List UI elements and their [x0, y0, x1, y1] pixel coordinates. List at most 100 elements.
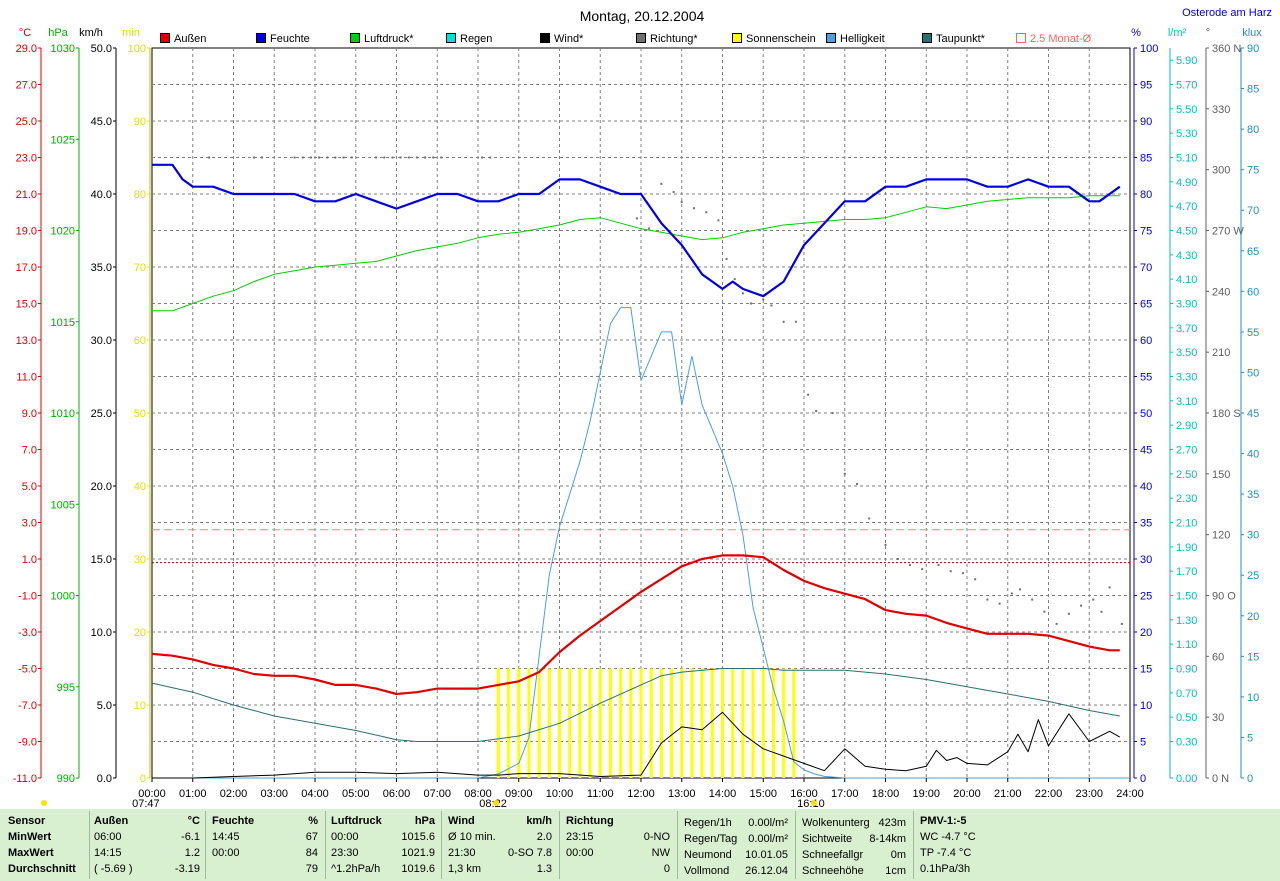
- temp-tick-label: 5.0: [22, 481, 37, 493]
- stats-wind-header: Wind: [448, 815, 475, 827]
- richtung-point: [770, 304, 773, 307]
- lm2-tick-label: 2.30: [1176, 493, 1197, 505]
- temp-tick-label: -9.0: [18, 737, 37, 749]
- stats-label: Vollmond: [684, 865, 730, 877]
- klux-tick-label: 10: [1247, 692, 1259, 704]
- pct-tick-label: 15: [1140, 664, 1152, 676]
- temp-tick-label: -1.0: [18, 591, 37, 603]
- stats-value: 0-SO 7.8: [507, 847, 552, 859]
- stats-value: 1019.6: [401, 863, 435, 875]
- lm2-tick-label: 4.10: [1176, 274, 1197, 286]
- lm2-tick-label: 5.70: [1176, 80, 1197, 92]
- sunshine-bar: [639, 668, 643, 778]
- lm2-tick-label: 1.50: [1176, 591, 1197, 603]
- richtung-point: [399, 156, 402, 159]
- richtung-point: [424, 156, 427, 159]
- richtung-point: [334, 156, 337, 159]
- stats-aussen-unit: °C: [187, 815, 200, 827]
- lm2-tick-label: 4.50: [1176, 226, 1197, 238]
- lm2-tick-label: 4.30: [1176, 250, 1197, 262]
- sun-marker: [41, 800, 47, 806]
- kmh-tick-label: 5.0: [97, 700, 112, 712]
- legend-swatch: [922, 33, 932, 43]
- x-tick-label: 12:00: [627, 788, 655, 800]
- stats-value: 0.00l/m²: [748, 833, 788, 845]
- sunshine-bar: [721, 668, 724, 778]
- stats-value: 0.00l/m²: [748, 817, 788, 829]
- deg-tick-label: 0 N: [1212, 773, 1229, 785]
- richtung-point: [326, 156, 329, 159]
- pct-tick-label: 50: [1140, 408, 1152, 420]
- x-tick-label: 18:00: [872, 788, 900, 800]
- temp-tick-label: -5.0: [18, 664, 37, 676]
- stats-time: 14:45: [212, 831, 240, 843]
- temp-tick-label: 7.0: [22, 445, 37, 457]
- richtung-point: [342, 156, 345, 159]
- hpa-tick-label: 1015: [51, 317, 75, 329]
- legend-swatch: [732, 33, 742, 43]
- klux-tick-label: 80: [1247, 124, 1259, 136]
- richtung-point: [672, 190, 675, 193]
- stats-value: 1021.9: [401, 847, 435, 859]
- richtung-point: [489, 156, 492, 159]
- legend-label: Helligkeit: [840, 33, 885, 45]
- temp-tick-label: -7.0: [18, 700, 37, 712]
- min-unit-label: min: [122, 27, 140, 39]
- stats-value: TP -7.4 °C: [920, 847, 972, 859]
- sunshine-bar: [527, 668, 531, 778]
- klux-tick-label: 20: [1247, 611, 1259, 623]
- legend-label: Luftdruck*: [364, 33, 414, 45]
- x-tick-label: 00:00: [138, 788, 166, 800]
- richtung-point: [974, 578, 977, 581]
- sunshine-bar: [649, 668, 653, 778]
- min-tick-label: 100: [128, 43, 146, 55]
- deg-tick-label: 240: [1212, 286, 1230, 298]
- richtung-point: [309, 156, 312, 159]
- stats-value: 1015.6: [401, 831, 435, 843]
- temp-tick-label: 13.0: [16, 335, 37, 347]
- klux-unit-label: klux: [1242, 27, 1262, 39]
- x-tick-label: 15:00: [749, 788, 777, 800]
- x-tick-label: 13:00: [668, 788, 696, 800]
- stats-richtung-header: Richtung: [566, 815, 614, 827]
- stats-label: Neumond: [684, 849, 732, 861]
- richtung-point: [921, 568, 924, 571]
- kmh-tick-label: 40.0: [91, 189, 112, 201]
- x-tick-label: 21:00: [994, 788, 1022, 800]
- pct-tick-label: 40: [1140, 481, 1152, 493]
- lm2-tick-label: 0.50: [1176, 712, 1197, 724]
- min-tick-label: 20: [134, 627, 146, 639]
- x-tick-label: 02:00: [220, 788, 248, 800]
- station-name[interactable]: Osterode am Harz: [1182, 7, 1272, 19]
- sunshine-bar: [507, 668, 511, 778]
- x-tick-label: 09:00: [505, 788, 533, 800]
- kmh-tick-label: 25.0: [91, 408, 112, 420]
- sunshine-bar: [761, 668, 765, 778]
- richtung-point: [1120, 622, 1123, 625]
- richtung-point: [937, 564, 940, 567]
- aussen-line: [151, 554, 1120, 696]
- hpa-tick-label: 1025: [51, 134, 75, 146]
- richtung-point: [1010, 592, 1013, 595]
- richtung-point: [762, 298, 765, 301]
- richtung-point: [301, 156, 304, 159]
- x-tick-label: 03:00: [260, 788, 288, 800]
- richtung-point: [705, 211, 708, 214]
- sunshine-bar: [568, 668, 572, 778]
- lm2-tick-label: 4.70: [1176, 201, 1197, 213]
- x-tick-label: 10:00: [546, 788, 574, 800]
- temp-tick-label: 9.0: [22, 408, 37, 420]
- chart-axes: 00:00 01:00 02:00 03:00 04:00 05:00 06:00 07:00…: [13, 27, 1263, 809]
- richtung-point: [1055, 622, 1058, 625]
- stats-value: 10.01.05: [745, 849, 788, 861]
- richtung-point: [855, 482, 858, 485]
- stats-wind-column: Wind km/h Ø 10 min. 2.0 21:30 0-SO 7.8 1,3 …: [448, 813, 552, 877]
- stats-value: 2.0: [536, 831, 552, 843]
- richtung-point: [261, 156, 264, 159]
- pct-tick-label: 100: [1140, 43, 1158, 55]
- x-tick-label: 14:00: [709, 788, 737, 800]
- pct-unit-label: %: [1131, 27, 1141, 39]
- stats-value: 26.12.04: [745, 865, 788, 877]
- stats-aussen-header: Außen: [94, 815, 129, 827]
- temp-tick-label: 17.0: [16, 262, 37, 274]
